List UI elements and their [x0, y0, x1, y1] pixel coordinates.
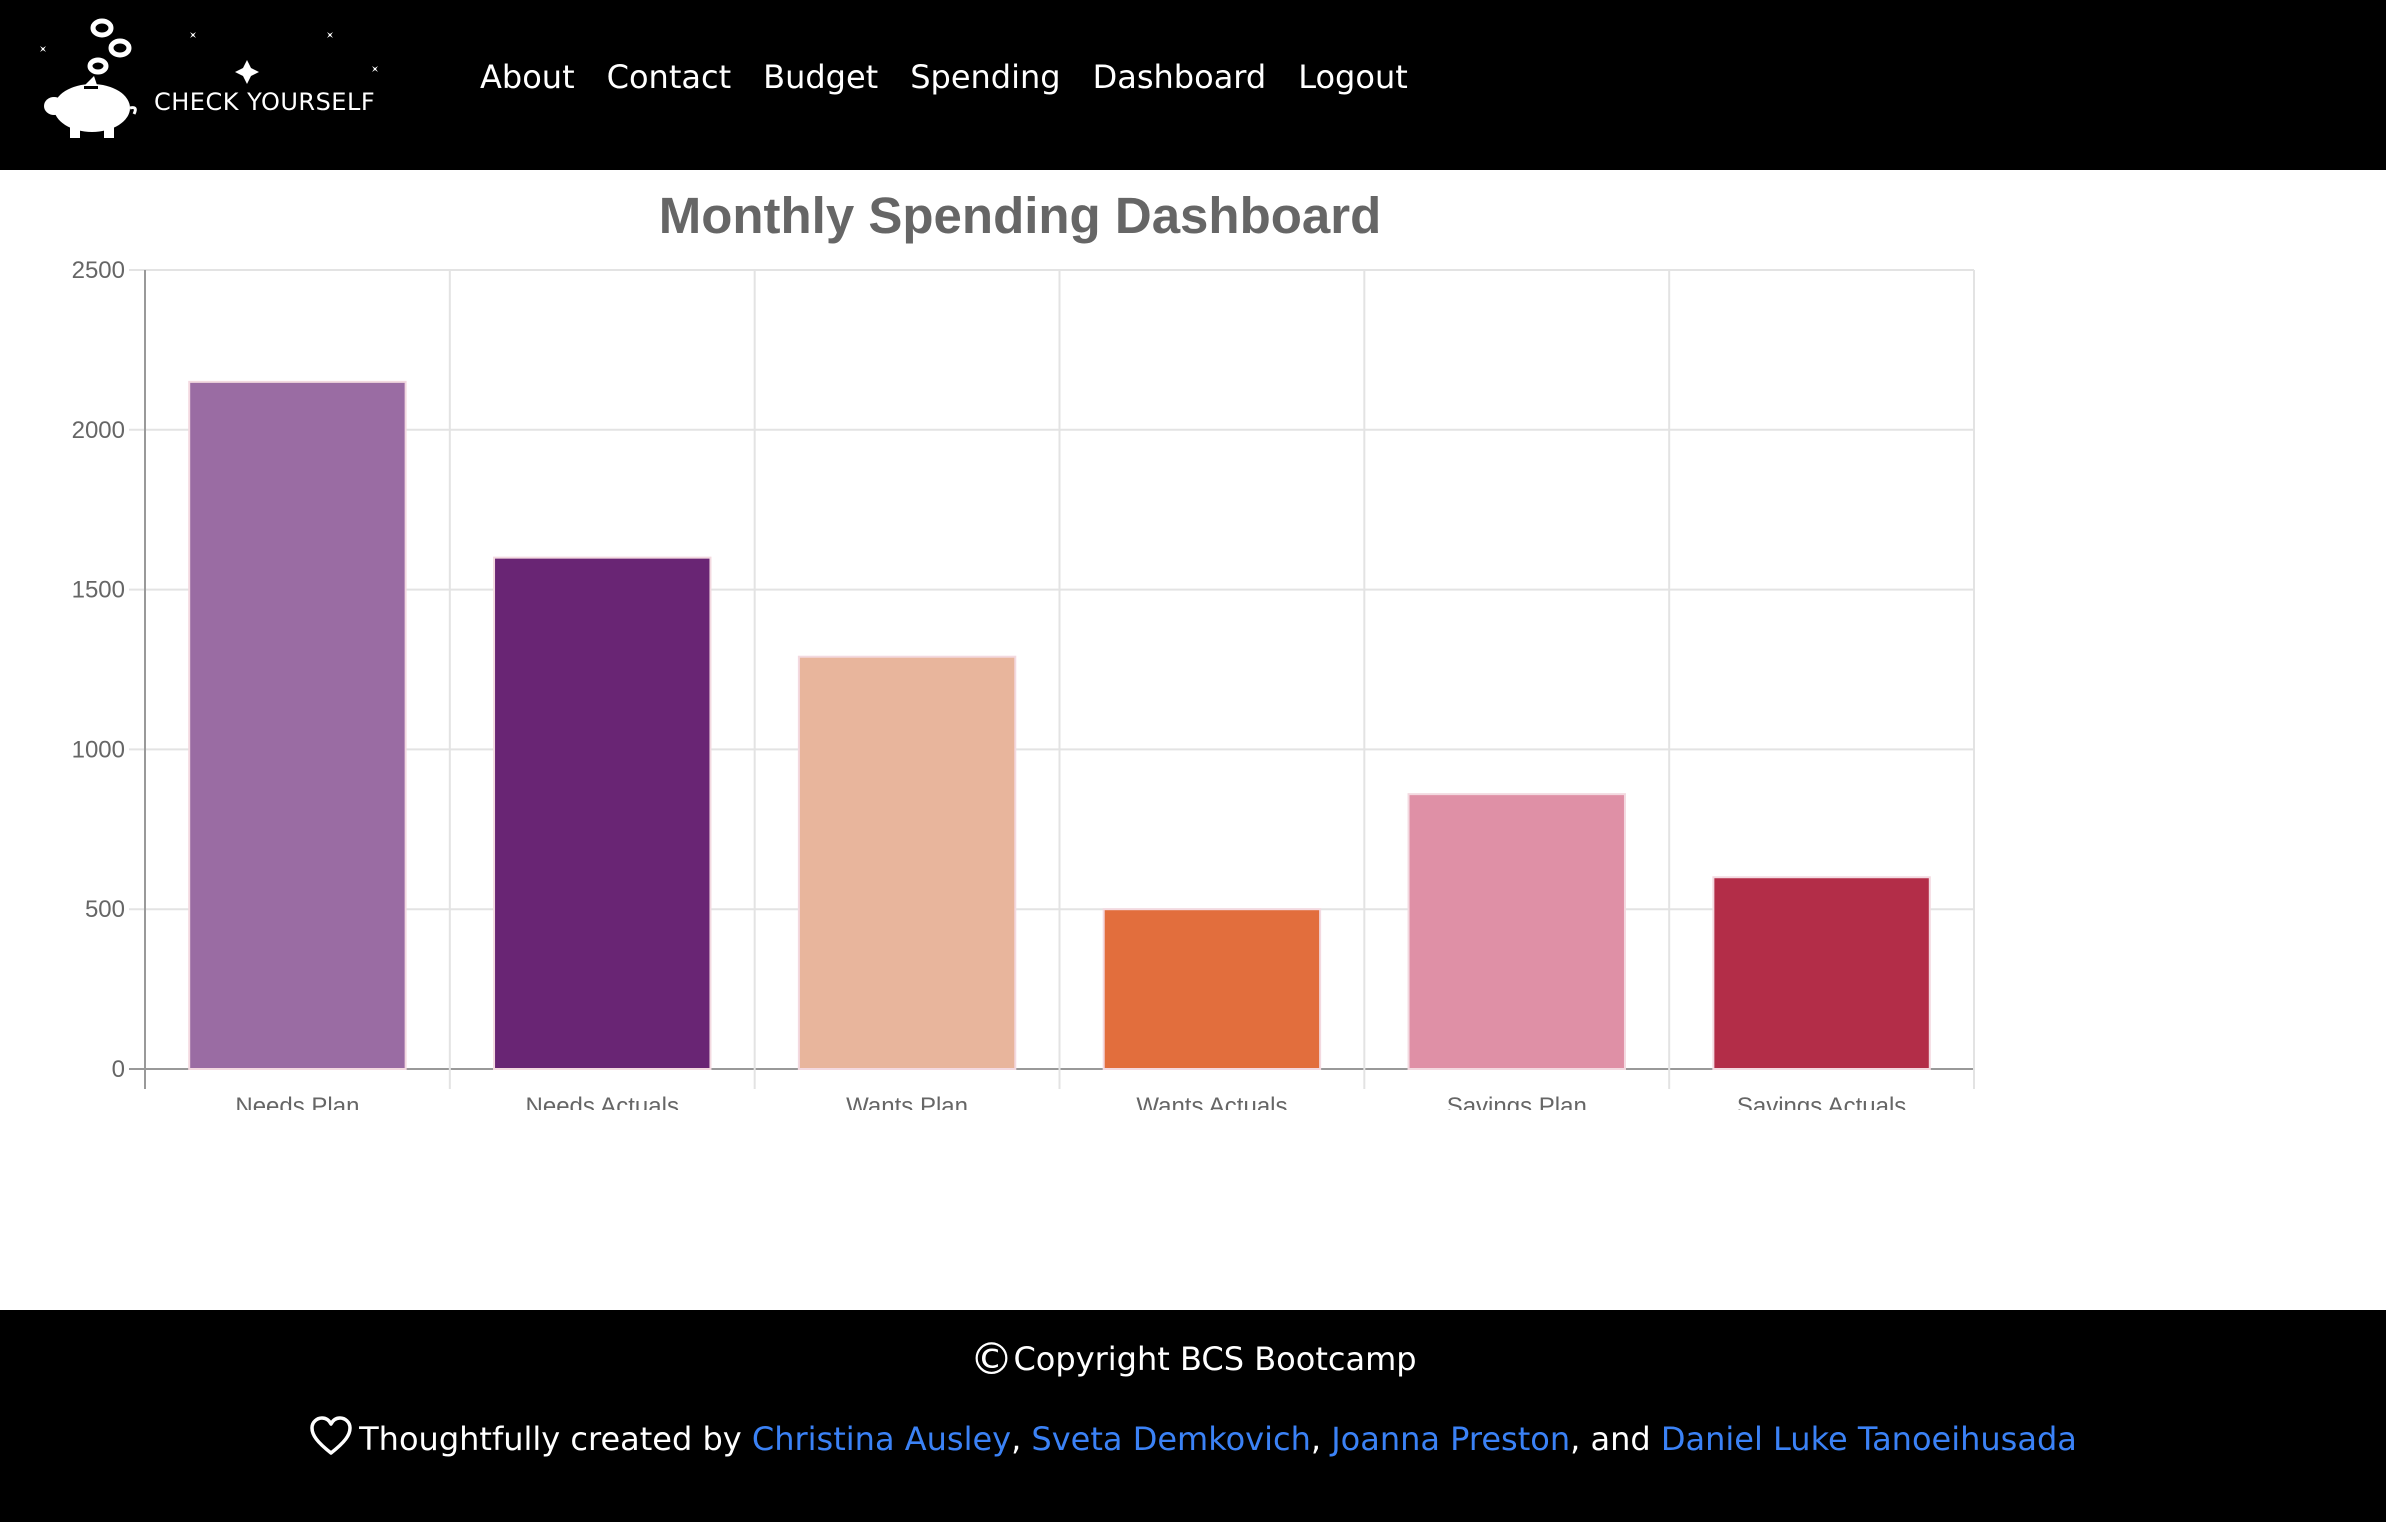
nav-logout[interactable]: Logout [1298, 58, 1408, 96]
spending-bar-chart: 0 500 1000 1500 2000 2500 Needs Plan Needs Actu… [72, 257, 1975, 1110]
copyright-icon: © [969, 1334, 1014, 1385]
nav-contact[interactable]: Contact [606, 58, 732, 96]
y-tick-label: 2000 [72, 417, 125, 444]
heart-outline-icon [310, 1416, 352, 1455]
nav-budget[interactable]: Budget [763, 58, 879, 96]
author-link-joanna[interactable]: Joanna Preston [1331, 1420, 1571, 1458]
bar-needs-plan [188, 380, 407, 1071]
y-tick-label: 500 [85, 896, 125, 923]
bar-wants-actuals [1102, 908, 1322, 1071]
nav-links: About Contact Budget Spending Dashboard … [480, 58, 1408, 96]
author-link-christina[interactable]: Christina Ausley [751, 1420, 1012, 1458]
credits-separator: , [1011, 1420, 1022, 1458]
chart-title: Monthly Spending Dashboard [658, 187, 1382, 244]
credits-prefix: Thoughtfully created by [359, 1420, 742, 1458]
y-tick-label: 2500 [72, 257, 125, 284]
nav-dashboard[interactable]: Dashboard [1092, 58, 1267, 96]
x-tick-label: Wants Plan [846, 1093, 968, 1110]
y-tick-label: 1000 [72, 736, 125, 763]
bar-savings-actuals [1712, 876, 1931, 1070]
x-tick-label: Savings Actuals [1737, 1093, 1906, 1110]
navbar: CHECK YOURSELF About Contact Budget Spen… [0, 0, 2386, 170]
y-tick-label: 0 [112, 1056, 125, 1083]
x-tick-label: Needs Actuals [526, 1093, 679, 1110]
credits: Thoughtfully created by Christina Ausley… [0, 1416, 2386, 1458]
x-tick-label: Wants Actuals [1136, 1093, 1287, 1110]
bar-needs-actuals [493, 556, 712, 1070]
nav-about[interactable]: About [480, 58, 575, 96]
author-link-daniel[interactable]: Daniel Luke Tanoeihusada [1660, 1420, 2077, 1458]
logo-text: CHECK YOURSELF [154, 88, 376, 116]
copyright-text: Copyright BCS Bootcamp [1013, 1340, 1417, 1378]
copyright: ©Copyright BCS Bootcamp [0, 1334, 2386, 1385]
author-link-sveta[interactable]: Sveta Demkovich [1031, 1420, 1311, 1458]
footer: ©Copyright BCS Bootcamp Thoughtfully cre… [0, 1310, 2386, 1522]
x-tick-label: Savings Plan [1447, 1093, 1587, 1110]
piggy-bank-icon [40, 18, 378, 138]
credits-separator: , and [1570, 1420, 1651, 1458]
nav-spending[interactable]: Spending [910, 58, 1061, 96]
bar-savings-plan [1407, 793, 1626, 1070]
y-tick-label: 1500 [72, 577, 125, 604]
bar-wants-plan [797, 655, 1017, 1070]
credits-separator: , [1310, 1420, 1322, 1458]
x-tick-label: Needs Plan [235, 1093, 359, 1110]
logo[interactable]: CHECK YOURSELF [40, 16, 420, 146]
